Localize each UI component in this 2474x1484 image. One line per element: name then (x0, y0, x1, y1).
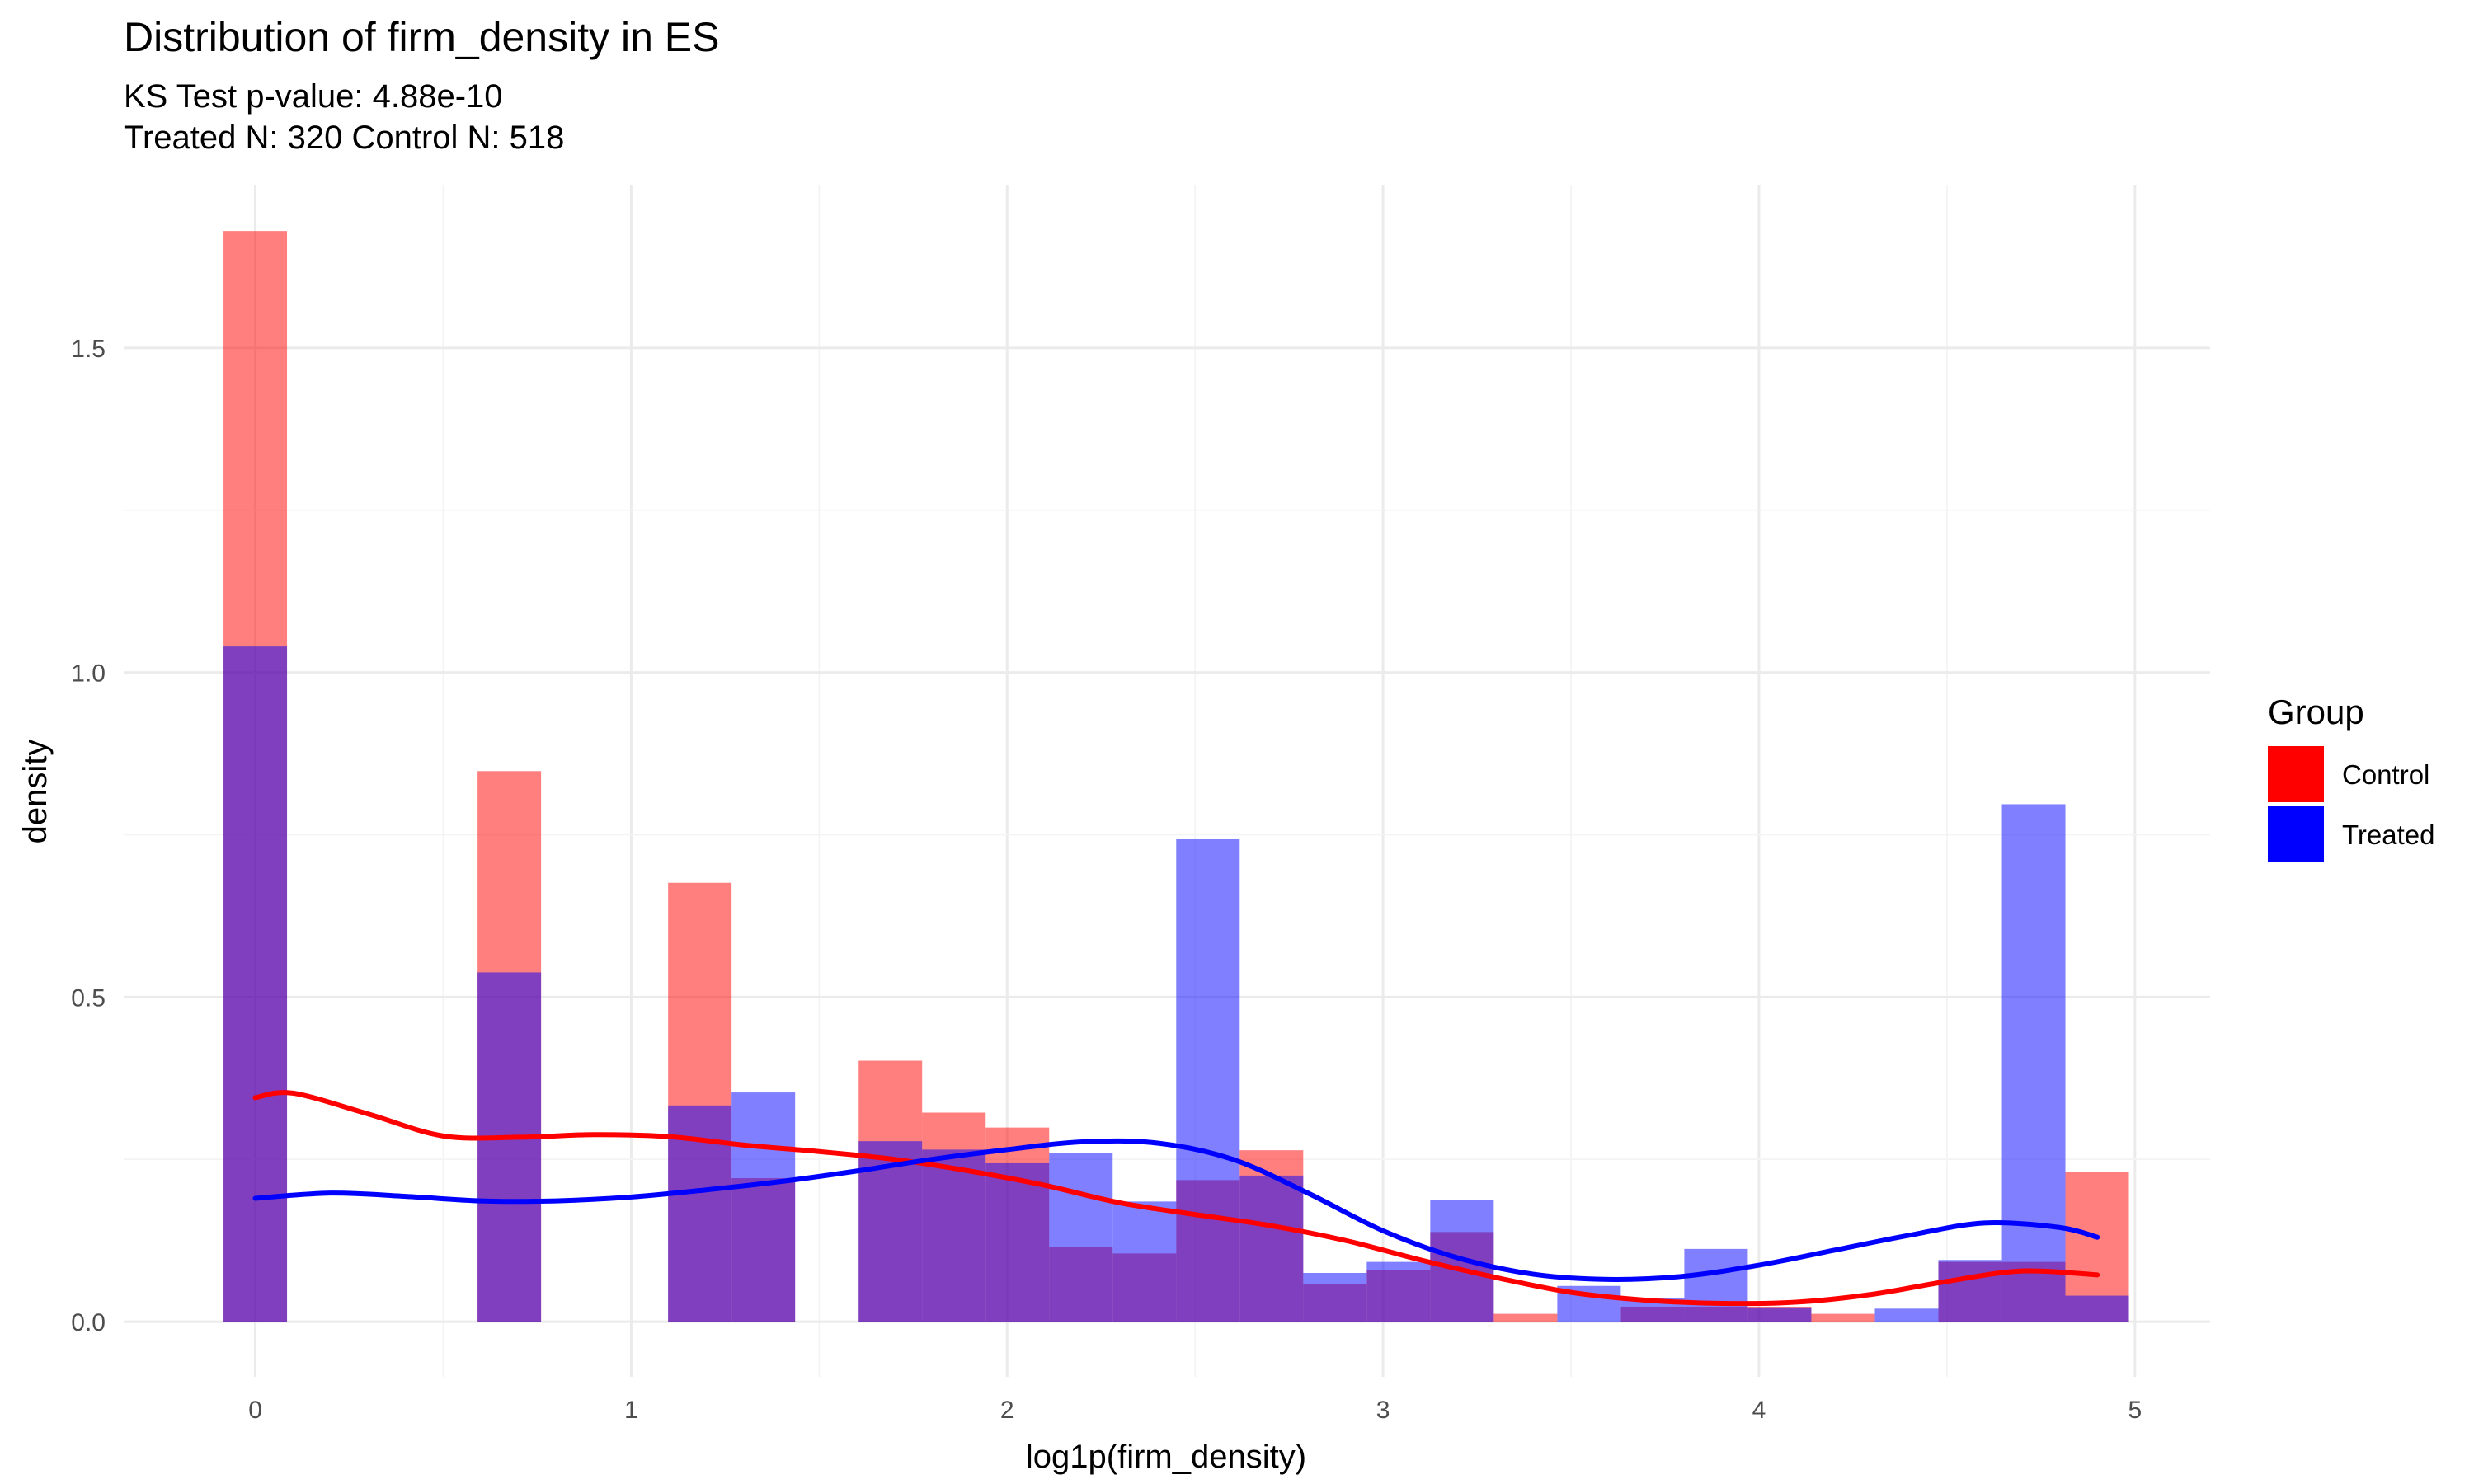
bar-treated (922, 1149, 986, 1322)
legend-title: Group (2268, 693, 2364, 731)
bars-treated (223, 646, 2129, 1322)
bar-treated (1684, 1248, 1748, 1322)
bar-treated (477, 972, 542, 1322)
y-tick-label: 0.5 (71, 984, 106, 1012)
bar-treated (1176, 838, 1240, 1322)
bar-control (1493, 1313, 1558, 1322)
bar-treated (1747, 1307, 1812, 1322)
y-axis-ticks: 0.0 0.5 1.0 1.5 (71, 336, 106, 1336)
density-line-treated (252, 1138, 2100, 1282)
chart-title: Distribution of firm_density in ES (124, 14, 720, 60)
bar-treated (1303, 1273, 1367, 1322)
x-axis-ticks: 0 1 2 3 4 5 (248, 1397, 2142, 1424)
density-curves (252, 1090, 2100, 1307)
legend-items: Control Treated (2268, 746, 2435, 862)
legend-label-control: Control (2342, 759, 2429, 790)
legend-label-treated: Treated (2342, 819, 2435, 850)
legend-swatch-control (2268, 746, 2324, 802)
x-tick-label: 2 (1000, 1397, 1014, 1424)
bar-treated (985, 1162, 1050, 1322)
x-tick-label: 4 (1752, 1397, 1766, 1424)
bar-treated (2001, 804, 2066, 1322)
grid (124, 186, 2210, 1377)
bar-treated (1049, 1153, 1113, 1322)
bar-treated (1874, 1308, 1939, 1322)
bar-treated (1112, 1201, 1177, 1322)
chart-subtitle-ks: KS Test p-value: 4.88e-10 (124, 78, 503, 115)
bar-treated (1938, 1260, 2002, 1322)
x-tick-label: 0 (248, 1397, 262, 1424)
x-tick-label: 3 (1376, 1397, 1390, 1424)
y-axis-title: density (17, 740, 54, 844)
bar-treated (2065, 1295, 2129, 1322)
bar-treated (1366, 1261, 1431, 1322)
bar-treated (731, 1092, 796, 1322)
x-axis-title: log1p(firm_density) (1026, 1439, 1306, 1475)
bar-control (1811, 1313, 1875, 1322)
legend: Group Control Treated (2268, 693, 2435, 862)
bar-treated (1239, 1175, 1304, 1322)
chart-subtitle-n: Treated N: 320 Control N: 518 (124, 120, 564, 156)
y-tick-label: 0.0 (71, 1309, 106, 1336)
y-tick-label: 1.5 (71, 336, 106, 363)
y-tick-label: 1.0 (71, 660, 106, 688)
x-tick-label: 5 (2128, 1397, 2142, 1424)
legend-swatch-treated (2268, 806, 2324, 862)
density-line-control (252, 1090, 2100, 1307)
bar-treated (223, 646, 288, 1322)
x-tick-label: 1 (624, 1397, 638, 1424)
